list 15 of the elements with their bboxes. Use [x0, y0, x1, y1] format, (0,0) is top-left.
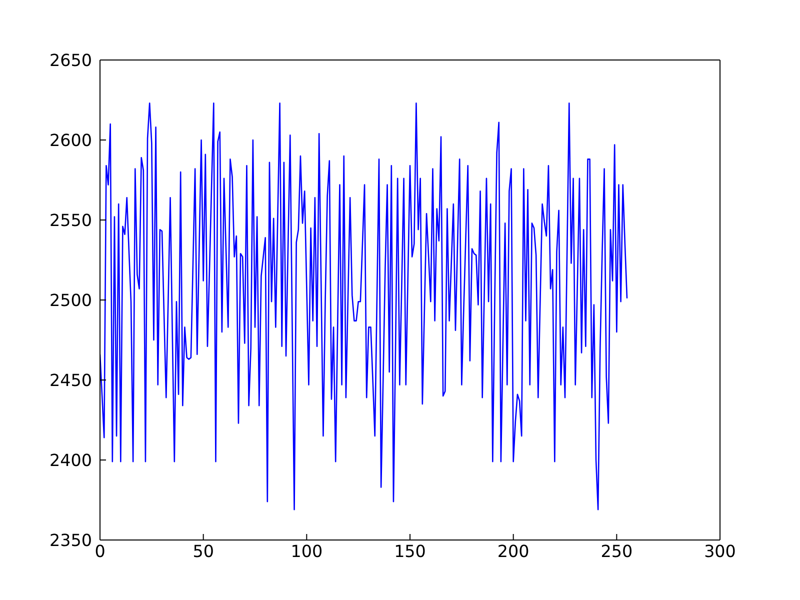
x-tick-label: 100	[290, 540, 323, 561]
y-tick-label: 2600	[50, 130, 92, 150]
x-tick-label: 0	[94, 540, 106, 561]
y-tick-label: 2350	[50, 530, 92, 550]
x-tick-label: 150	[394, 540, 426, 561]
x-tick-label: 50	[192, 540, 214, 561]
x-tick-label: 200	[497, 540, 530, 561]
y-tick-label: 2400	[50, 450, 92, 470]
y-tick-label: 2550	[50, 210, 92, 230]
y-tick-label: 2650	[50, 50, 92, 70]
x-tick-label: 300	[704, 540, 736, 561]
line-series	[100, 102, 628, 510]
x-tick-label: 250	[600, 540, 633, 561]
y-tick-label: 2500	[50, 290, 92, 310]
y-tick-label: 2450	[50, 370, 92, 390]
